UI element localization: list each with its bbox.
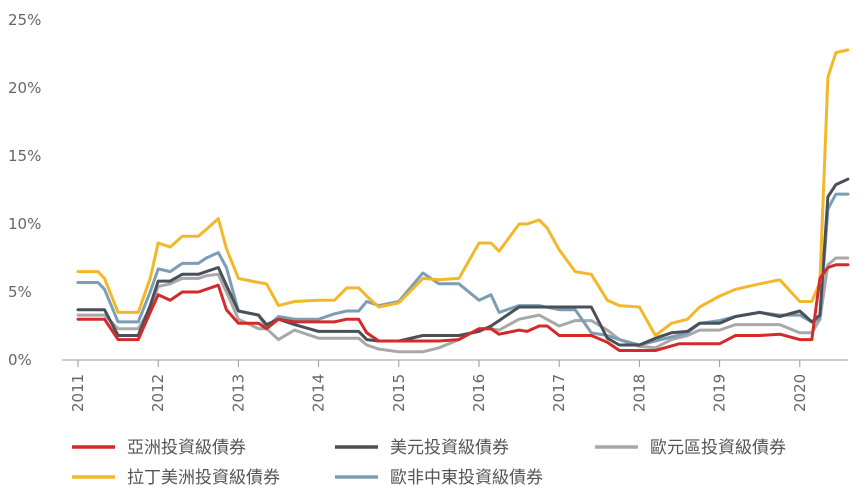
y-tick-label: 0% [8, 351, 32, 369]
y-tick-label: 20% [8, 79, 41, 97]
x-tick-label: 2017 [550, 374, 568, 412]
legend-label-latam-ig: 拉丁美洲投資級債券 [127, 468, 280, 488]
series-line-latam-ig [76, 48, 850, 337]
x-tick-label: 2020 [791, 374, 809, 412]
legend-label-asia-ig: 亞洲投資級債券 [127, 438, 246, 458]
x-tick-label: 2015 [390, 374, 408, 412]
x-tick-label: 2013 [229, 374, 247, 412]
y-tick-label: 25% [8, 11, 41, 29]
series-line-usd-ig [76, 177, 850, 347]
series-line-euro-ig [76, 256, 850, 354]
series-lines [76, 48, 850, 354]
x-tick-label: 2019 [711, 374, 729, 412]
series-line-emea-ig [76, 192, 850, 347]
series-line-asia-ig [76, 263, 850, 352]
x-axis-ticks: 2011 2012 2013 2014 2015 2016 2017 2018 2019 2020 [69, 360, 809, 412]
legend-label-emea-ig: 歐非中東投資級債券 [390, 468, 543, 488]
x-tick-label: 2018 [630, 374, 648, 412]
y-tick-label: 10% [8, 215, 41, 233]
x-tick-label: 2011 [69, 374, 87, 412]
y-axis-ticks: 0% 5% 10% 15% 20% 25% [8, 11, 41, 369]
legend-label-euro-ig: 歐元區投資級債券 [650, 438, 786, 458]
y-tick-label: 5% [8, 283, 32, 301]
x-tick-label: 2012 [149, 374, 167, 412]
x-tick-label: 2016 [470, 374, 488, 412]
x-tick-label: 2014 [310, 374, 328, 412]
y-tick-label: 15% [8, 147, 41, 165]
legend-label-usd-ig: 美元投資級債券 [390, 438, 509, 458]
